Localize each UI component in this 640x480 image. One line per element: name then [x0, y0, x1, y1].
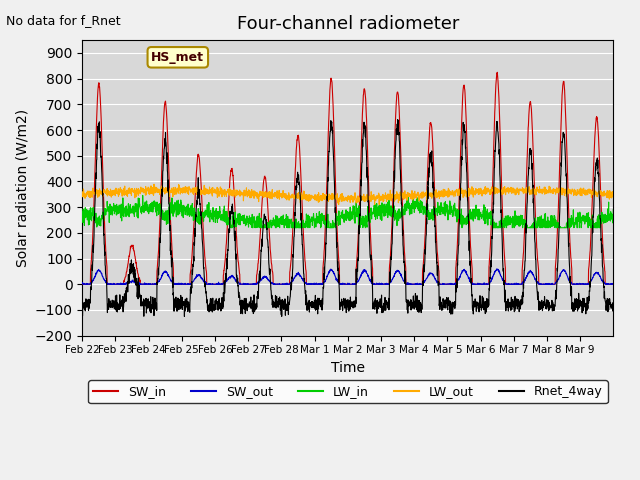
Legend: SW_in, SW_out, LW_in, LW_out, Rnet_4way: SW_in, SW_out, LW_in, LW_out, Rnet_4way	[88, 380, 607, 403]
Text: HS_met: HS_met	[151, 51, 204, 64]
Text: No data for f_Rnet: No data for f_Rnet	[6, 14, 121, 27]
Y-axis label: Solar radiation (W/m2): Solar radiation (W/m2)	[15, 109, 29, 267]
Title: Four-channel radiometer: Four-channel radiometer	[237, 15, 459, 33]
X-axis label: Time: Time	[331, 361, 365, 375]
